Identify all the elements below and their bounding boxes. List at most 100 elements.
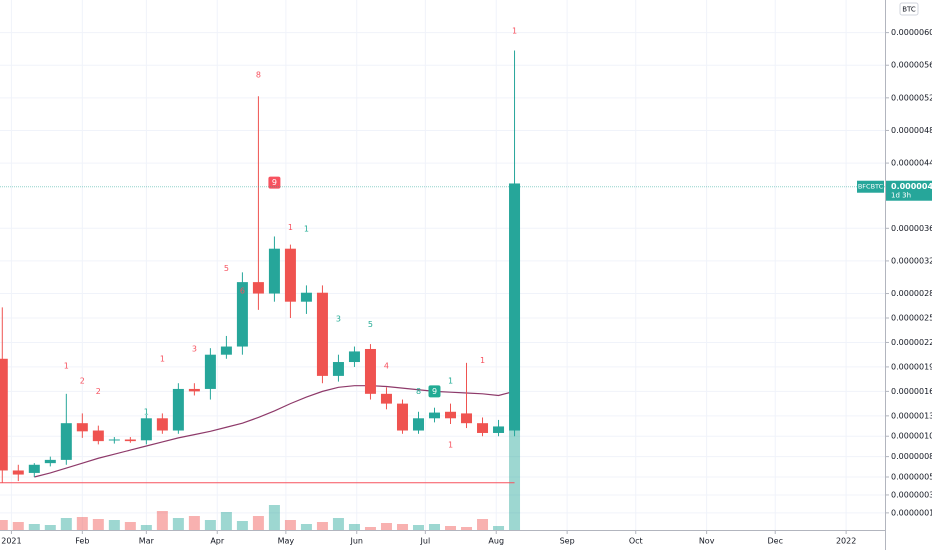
annotation: 5 [224,264,229,273]
volume-bar [364,527,376,530]
candle-body [493,426,505,433]
annotation: 5 [368,320,373,329]
volume-bar [396,524,408,530]
volume-bar [316,522,328,530]
candle-body [268,248,280,294]
candle-body [92,430,104,442]
y-tick-label: 0.00000033 [891,490,932,499]
x-tick-label: Nov [699,537,715,546]
candle-body [428,412,440,419]
x-tick-label: May [278,537,295,546]
volume-bar [124,522,136,530]
annotation-box [428,385,441,398]
volume-bar [76,517,88,530]
x-tick-label: Oct [629,537,643,546]
annotation: 1 [160,354,165,363]
x-tick-label: Sep [560,537,575,546]
candle-body [188,388,200,392]
candle-body [236,282,248,347]
volume-bar [252,516,264,530]
candle-body [76,423,88,432]
volume-bar [300,524,312,530]
candle-body [396,403,408,431]
volume-bar [156,511,168,530]
last-price-label: 0.00000411 [891,182,932,191]
annotation: 9 [272,178,277,187]
annotation: 6 [240,287,245,296]
volume-bar [12,522,24,530]
candle-body [348,351,360,363]
volume-bar [204,520,216,530]
annotation-box [268,176,281,189]
symbol-label: BFCBTC [858,183,884,191]
candle-body [509,183,521,431]
candle-body [204,354,216,389]
candle-body [156,418,168,431]
volume-bar [140,525,152,530]
currency-badge[interactable] [899,2,919,16]
x-tick-label: Mar [139,537,155,546]
candle-body [0,358,8,471]
x-tick-label: 2022 [836,537,856,546]
x-tick-label: Apr [210,537,225,546]
annotation: 1 [64,362,69,371]
annotation: 1 [448,376,453,385]
annotation: 1 [448,441,453,450]
x-tick-label: Jun [349,537,363,546]
candle-body [412,418,424,431]
annotation: 1 [144,407,149,416]
candle-body [172,388,184,431]
volume-bar [44,525,56,530]
volume-bar [348,524,360,530]
candle-body [477,423,489,433]
annotation: 3 [192,344,197,353]
candle-body [60,423,72,460]
candle-body [220,346,232,355]
volume-bar [220,512,232,530]
x-tick-label: Aug [488,537,504,546]
candle-body [316,292,328,376]
annotation: 1 [480,356,485,365]
candle-body [332,362,344,376]
annotation: 8 [416,387,421,396]
volume-bar [477,519,489,530]
annotation: 1 [288,223,293,232]
symbol-tag [857,180,884,193]
candle-body [380,393,392,404]
candle-body [44,459,56,464]
annotation: 2 [96,387,101,396]
candle-body [300,292,312,302]
candle-body [28,464,40,473]
candle-body [445,411,457,419]
annotation: 4 [384,362,389,371]
candle-body [124,439,136,442]
y-tick-label: 0.00000011 [891,508,932,517]
annotation: 1 [304,225,309,234]
x-tick-label: Jul [420,537,431,546]
volume-bar [188,516,200,530]
annotation: 3 [336,314,341,323]
volume-bar [412,525,424,530]
volume-bar [236,521,248,530]
y-tick-label: 0.00000105 [891,432,932,441]
annotation: 8 [256,71,261,80]
volume-bar [0,520,8,530]
volume-bar [268,505,280,530]
x-tick-label: Dec [767,537,782,546]
candle-body [461,413,473,424]
volume-bar [108,520,120,530]
